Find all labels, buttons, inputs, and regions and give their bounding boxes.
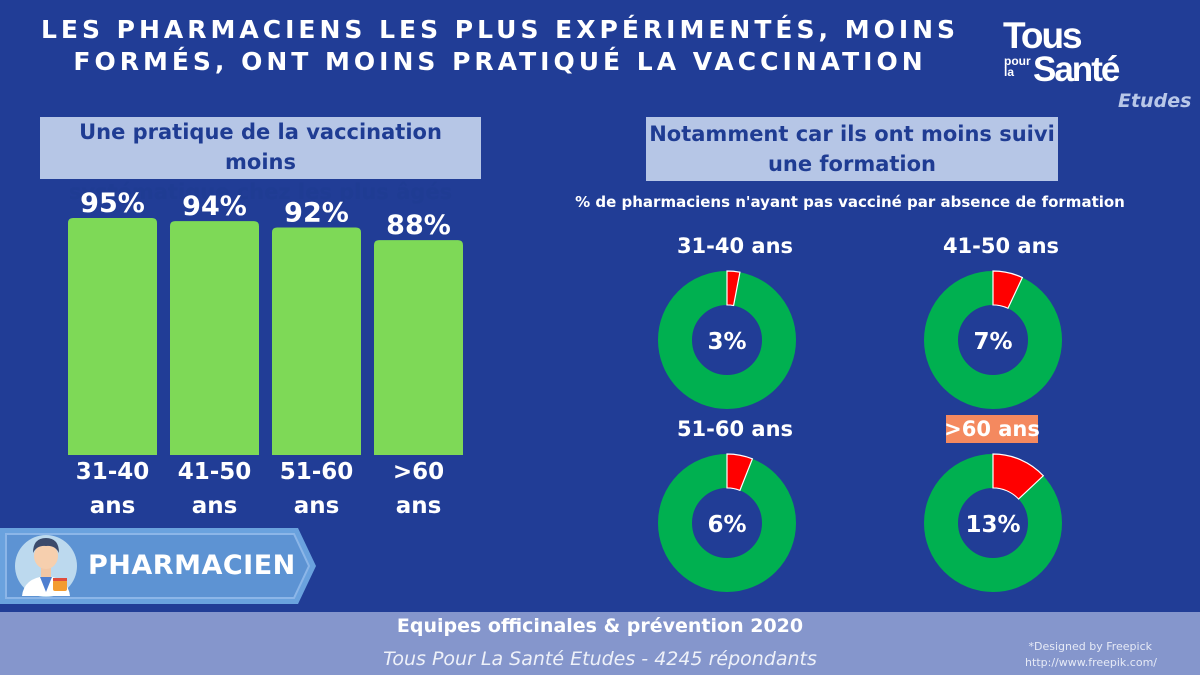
footer-subtitle: Tous Pour La Santé Etudes - 4245 réponda… <box>383 648 817 670</box>
bar-category-label: 51-60 <box>280 459 354 485</box>
brand-logo: Tous pour la Santé Etudes <box>1003 16 1193 116</box>
right-subtitle-line1: Notamment car ils ont moins suivi <box>649 122 1055 146</box>
right-subtitle-line2: une formation <box>767 152 937 176</box>
credit-line1: *Designed by Freepick <box>1028 640 1152 653</box>
right-subtitle: Notamment car ils ont moins suivi une fo… <box>646 117 1058 181</box>
main-title: LES PHARMACIENS LES PLUS EXPÉRIMENTÉS, M… <box>30 14 970 78</box>
donut-hole <box>958 488 1028 558</box>
donut-value-label: 6% <box>707 512 746 538</box>
bar-value-label: 94% <box>182 191 247 222</box>
donut-category-label: 31-40 ans <box>677 234 793 258</box>
footer-band <box>0 612 1200 675</box>
main-title-line1: LES PHARMACIENS LES PLUS EXPÉRIMENTÉS, M… <box>40 15 960 44</box>
badge-label: PHARMACIEN <box>88 550 296 581</box>
pharmacist-avatar-icon <box>15 535 77 597</box>
donut-charts: 3% 31-40 ans 7% 41-50 ans 6% 51-60 ans 13% >60 … <box>658 234 1062 592</box>
bar <box>170 221 259 455</box>
donut-slice <box>726 453 754 492</box>
donut-hole <box>958 305 1028 375</box>
donut-value-label: 7% <box>973 329 1012 355</box>
bar <box>68 218 157 455</box>
pharmacien-badge <box>0 528 316 604</box>
donut-hole <box>692 305 762 375</box>
left-subtitle-line1: Une pratique de la vaccination moins <box>79 120 442 174</box>
donut-hole <box>692 488 762 558</box>
donut-category-label: >60 ans <box>944 417 1040 441</box>
left-subtitle-line2: systématique chez les plus âgés <box>68 180 453 204</box>
donut-category-label: 51-60 ans <box>677 417 793 441</box>
bar-category-label: 31-40 <box>76 459 150 485</box>
bar-category-label: ans <box>396 493 442 519</box>
donut-chart: 7% 41-50 ans <box>924 234 1062 409</box>
donut-caption: % de pharmaciens n'ayant pas vacciné par… <box>575 193 1125 211</box>
brand-pour: pour <box>1004 54 1031 68</box>
donut-chart: 6% 51-60 ans <box>658 417 796 592</box>
bar-chart: 95% 31-40 ans 94% 41-50 ans 92% 51-60 ans 88% >60 a… <box>68 188 463 519</box>
donut-value-label: 3% <box>707 329 746 355</box>
bar-category-label: ans <box>294 493 340 519</box>
bar <box>374 240 463 455</box>
bar-category-label: >60 <box>393 459 444 485</box>
bar-category-label: 41-50 <box>178 459 252 485</box>
donut-slice <box>992 270 1024 310</box>
bar-value-label: 95% <box>80 188 145 219</box>
left-subtitle: Une pratique de la vaccination moins sys… <box>40 117 481 204</box>
brand-pour-la: pour la <box>1004 54 1031 79</box>
bar-category-label: ans <box>192 493 238 519</box>
main-title-line2: FORMÉS, ONT MOINS PRATIQUÉ LA VACCINATIO… <box>73 47 927 76</box>
donut-chart: 3% 31-40 ans <box>658 234 796 409</box>
bar <box>272 227 361 455</box>
donut-chart: 13% >60 ans <box>924 415 1062 592</box>
brand-etudes: Etudes <box>1118 90 1192 112</box>
bar-value-label: 92% <box>284 197 349 228</box>
donut-slice <box>726 270 741 307</box>
footer-title: Equipes officinales & prévention 2020 <box>396 615 804 637</box>
brand-tous: Tous <box>1003 15 1083 56</box>
donut-highlight-box <box>946 415 1038 443</box>
donut-value-label: 13% <box>965 512 1020 538</box>
donut-category-label: 41-50 ans <box>943 234 1059 258</box>
brand-sante: Santé <box>1033 50 1120 89</box>
bar-value-label: 88% <box>386 210 451 241</box>
donut-slice <box>992 453 1045 500</box>
brand-la: la <box>1004 65 1015 79</box>
credit-line2: http://www.freepik.com/ <box>1025 656 1157 669</box>
bar-category-label: ans <box>90 493 136 519</box>
